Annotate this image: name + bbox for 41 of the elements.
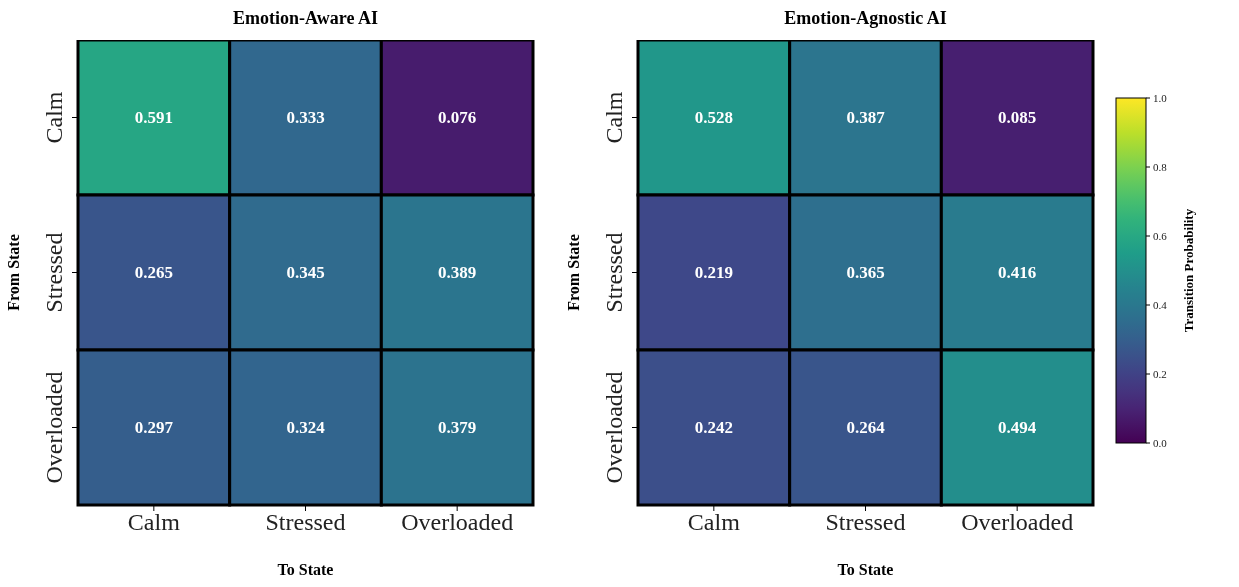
data-label: 0.528 [694, 108, 733, 127]
data-label: 0.324 [286, 418, 326, 437]
y-tick-label: Calm [601, 91, 627, 144]
data-label: 0.365 [846, 263, 885, 282]
color-bar-label: 0.0 [1153, 437, 1168, 449]
x-tick-label: Overloaded [961, 509, 1074, 536]
y-axis-title: From State [564, 234, 582, 311]
chart-title: Emotion-Aware AI [232, 8, 379, 30]
color-bar-label: 0.4 [1153, 299, 1168, 311]
x-tick-label: Calm [127, 509, 181, 536]
data-label: 0.085 [998, 108, 1037, 127]
color-bar-label: 0.2 [1153, 368, 1167, 380]
color-bar-label: 0.8 [1153, 161, 1168, 173]
data-label: 0.379 [438, 418, 477, 437]
x-axis-title: To State [277, 561, 334, 578]
data-label: 0.591 [134, 108, 173, 127]
x-axis-title: To State [837, 561, 894, 578]
x-tick-label: Overloaded [401, 509, 514, 536]
y-axis-title: From State [4, 234, 22, 311]
data-label: 0.416 [998, 263, 1037, 282]
data-label: 0.345 [286, 263, 325, 282]
color-bar-label: 0.6 [1153, 230, 1168, 242]
y-tick-label: Calm [41, 91, 67, 144]
y-tick-label: Stressed [41, 232, 67, 313]
x-tick-label: Stressed [825, 509, 906, 536]
data-label: 0.297 [134, 418, 174, 437]
data-label: 0.333 [286, 108, 325, 127]
chart-title: Emotion-Agnostic AI [783, 8, 948, 30]
y-tick-label: Stressed [601, 232, 627, 313]
color-bar-title: Transition Probability [1181, 208, 1196, 333]
data-label: 0.219 [694, 263, 733, 282]
data-label: 0.387 [846, 108, 886, 127]
data-label: 0.494 [998, 418, 1037, 437]
data-label: 0.264 [846, 418, 886, 437]
data-label: 0.265 [134, 263, 173, 282]
color-bar-label: 1.0 [1153, 92, 1168, 104]
data-label: 0.389 [438, 263, 477, 282]
data-label: 0.076 [438, 108, 477, 127]
data-label: 0.242 [694, 418, 733, 437]
x-tick-label: Calm [687, 509, 741, 536]
x-tick-label: Stressed [265, 509, 346, 536]
